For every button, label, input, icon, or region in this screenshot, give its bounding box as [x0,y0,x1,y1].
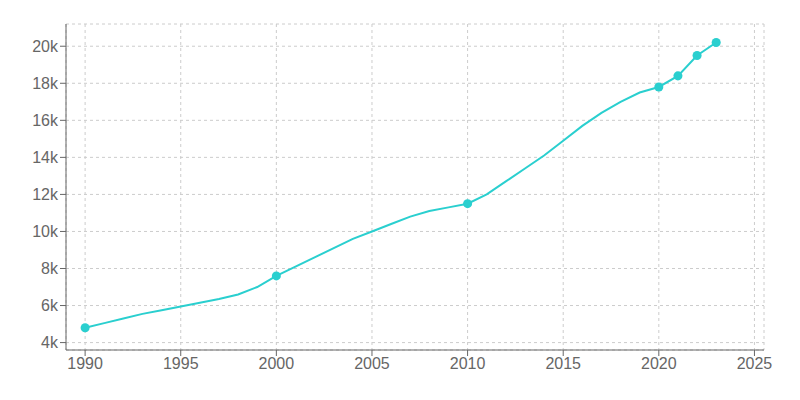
svg-text:4k: 4k [41,334,59,351]
svg-text:2015: 2015 [545,355,581,372]
svg-text:1995: 1995 [163,355,199,372]
svg-text:2020: 2020 [641,355,677,372]
svg-text:8k: 8k [41,260,59,277]
svg-text:20k: 20k [32,38,59,55]
svg-text:18k: 18k [32,75,59,92]
svg-text:2000: 2000 [259,355,295,372]
svg-text:6k: 6k [41,297,59,314]
svg-text:2010: 2010 [450,355,486,372]
svg-text:1990: 1990 [67,355,103,372]
svg-text:12k: 12k [32,186,59,203]
svg-text:10k: 10k [32,223,59,240]
svg-text:16k: 16k [32,112,59,129]
svg-text:2005: 2005 [354,355,390,372]
svg-text:2025: 2025 [737,355,773,372]
svg-text:14k: 14k [32,149,59,166]
